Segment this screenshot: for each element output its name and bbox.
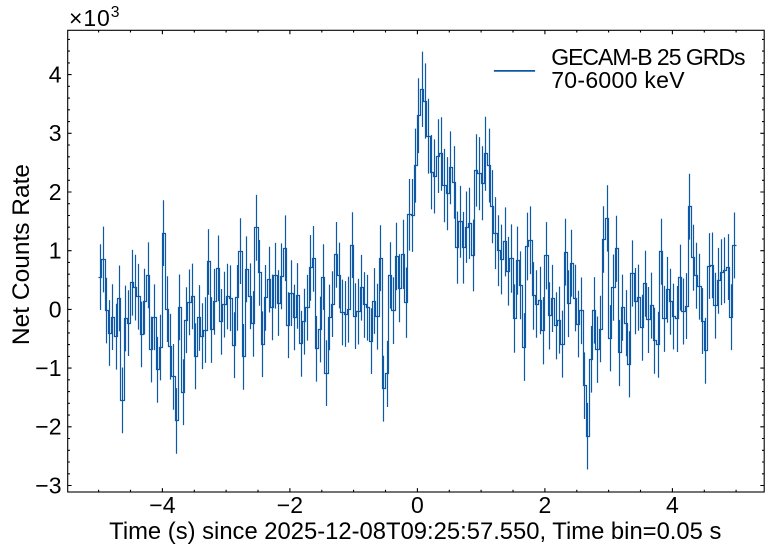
- svg-text:−2: −2: [277, 492, 303, 518]
- svg-text:70-6000 keV: 70-6000 keV: [551, 67, 685, 93]
- svg-text:−4: −4: [149, 492, 175, 518]
- svg-text:GECAM-B 25 GRDs: GECAM-B 25 GRDs: [551, 44, 745, 70]
- svg-text:−2: −2: [35, 414, 61, 440]
- svg-text:2: 2: [49, 179, 62, 205]
- svg-text:4: 4: [666, 492, 679, 518]
- svg-text:−1: −1: [35, 355, 61, 381]
- svg-text:2: 2: [539, 492, 552, 518]
- svg-text:−3: −3: [35, 472, 61, 498]
- svg-text:3: 3: [49, 120, 62, 146]
- svg-text:1: 1: [49, 238, 62, 264]
- svg-text:4: 4: [49, 62, 62, 88]
- svg-text:Time (s) since 2025-12-08T09:2: Time (s) since 2025-12-08T09:25:57.550, …: [109, 518, 721, 545]
- svg-text:0: 0: [411, 492, 424, 518]
- svg-text:Net Counts Rate: Net Counts Rate: [8, 164, 35, 345]
- svg-text:0: 0: [49, 296, 62, 322]
